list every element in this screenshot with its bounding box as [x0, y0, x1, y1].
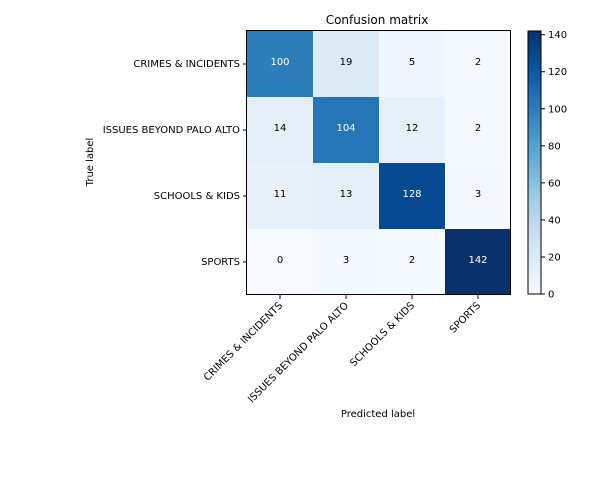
chart-title: Confusion matrix [326, 13, 429, 27]
heatmap-cell [247, 97, 313, 163]
cell-value-label: 12 [406, 123, 419, 134]
cell-value-label: 100 [270, 57, 289, 68]
y-axis-ticks: CRIMES & INCIDENTS ISSUES BEYOND PALO ALT… [103, 59, 247, 268]
heatmap-cell [247, 229, 313, 295]
y-tick-label: CRIMES & INCIDENTS [133, 59, 240, 70]
cell-value-label: 128 [402, 189, 421, 200]
colorbar [528, 31, 541, 294]
heatmap-cell [379, 229, 445, 295]
colorbar-tick-label: 40 [548, 215, 561, 226]
heatmap-cell [313, 31, 379, 97]
colorbar-tick-label: 120 [548, 67, 567, 78]
x-tick-label: SPORTS [448, 300, 483, 335]
cell-value-label: 11 [274, 189, 287, 200]
cell-value-label: 5 [409, 57, 415, 68]
heatmap-cell [247, 163, 313, 229]
heatmap-cell [379, 97, 445, 163]
colorbar-tick-label: 80 [548, 141, 561, 152]
y-tick-label: SCHOOLS & KIDS [154, 191, 240, 202]
heatmap-cell [379, 31, 445, 97]
colorbar-ticks: 0 20 40 60 80 100 120 140 [541, 30, 567, 301]
colorbar-tick-label: 0 [548, 290, 554, 301]
cell-value-label: 2 [475, 123, 481, 134]
heatmap-cell [313, 163, 379, 229]
y-tick-label: SPORTS [201, 257, 240, 268]
heatmap-cell [445, 31, 511, 97]
cell-value-label: 3 [475, 189, 481, 200]
cell-value-label: 2 [475, 57, 481, 68]
cell-value-label: 142 [468, 255, 487, 266]
colorbar-tick-label: 140 [548, 30, 567, 41]
heatmap-cell [379, 163, 445, 229]
cell-value-label: 13 [340, 189, 353, 200]
heatmap-cells: 100 19 5 2 14 104 12 2 11 13 128 3 0 3 2 142 [247, 31, 511, 295]
y-axis-label: True label [85, 138, 96, 188]
x-axis-label: Predicted label [341, 409, 415, 420]
x-tick-label: SCHOOLS & KIDS [348, 300, 417, 369]
heatmap-cell [313, 97, 379, 163]
cell-value-label: 104 [336, 123, 355, 134]
heatmap-cell [445, 163, 511, 229]
heatmap-cell [313, 229, 379, 295]
colorbar-tick-label: 100 [548, 104, 567, 115]
colorbar-tick-label: 20 [548, 252, 561, 263]
plot-frame [246, 30, 511, 295]
colorbar-frame [527, 30, 542, 295]
cell-value-label: 14 [274, 123, 287, 134]
cell-value-label: 19 [340, 57, 353, 68]
cell-value-label: 0 [277, 255, 283, 266]
colorbar-tick-label: 60 [548, 178, 561, 189]
heatmap-cell [247, 31, 313, 97]
heatmap-cell [445, 229, 511, 295]
heatmap-cell [445, 97, 511, 163]
y-tick-label: ISSUES BEYOND PALO ALTO [103, 125, 240, 136]
cell-value-label: 2 [409, 255, 415, 266]
cell-value-label: 3 [343, 255, 349, 266]
